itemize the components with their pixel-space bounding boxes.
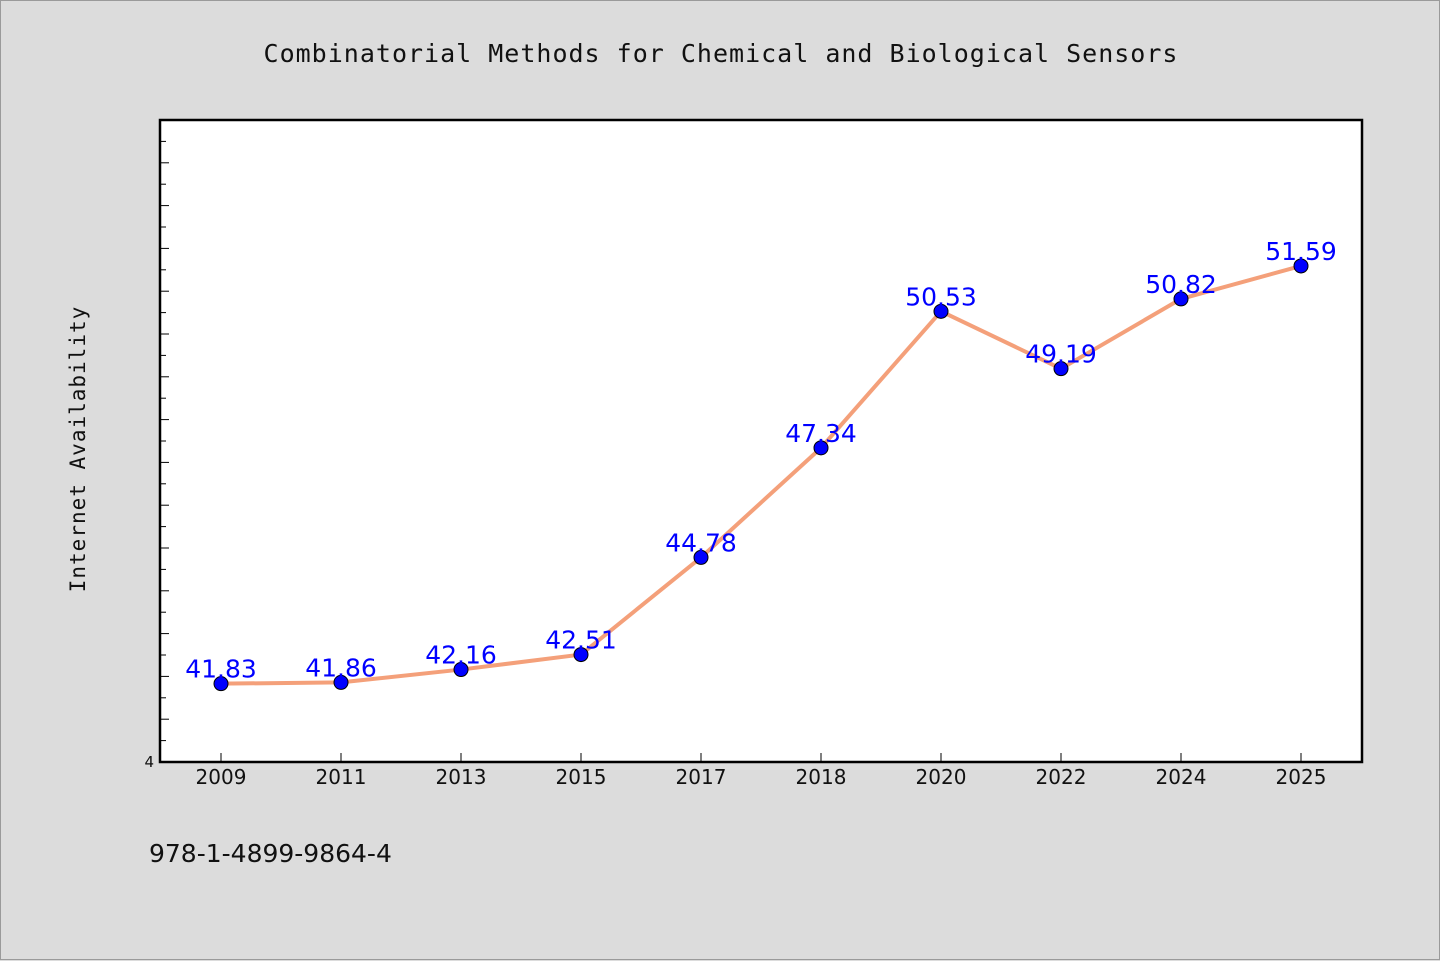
data-label: 50.53	[905, 282, 977, 311]
x-tick-label: 2025	[1276, 765, 1327, 789]
data-point	[1293, 258, 1309, 274]
x-tick-label: 2015	[556, 765, 607, 789]
x-tick-label: 2017	[676, 765, 727, 789]
data-labels: 41.83 41.86 42.16 42.51 44.78 47.34 50.53 49.19…	[185, 237, 1337, 684]
data-label: 47.34	[785, 419, 857, 448]
data-label: 50.82	[1145, 270, 1217, 299]
x-tick-label: 2024	[1156, 765, 1207, 789]
data-point	[1173, 291, 1189, 307]
x-tick-label: 2013	[436, 765, 487, 789]
data-point	[333, 674, 349, 690]
series-line	[219, 263, 1303, 686]
data-markers	[213, 258, 1309, 692]
data-label: 41.83	[185, 655, 257, 684]
x-tick-label: 2020	[916, 765, 967, 789]
data-point	[453, 662, 469, 678]
chart-title: Combinatorial Methods for Chemical and B…	[264, 39, 1179, 68]
x-tick-label: 2009	[196, 765, 247, 789]
y-tick-label: 4	[144, 753, 154, 771]
plot-area	[158, 118, 1364, 764]
data-point	[573, 647, 589, 663]
y-axis-ticks	[160, 140, 169, 742]
data-label: 42.16	[425, 641, 497, 670]
data-point	[813, 440, 829, 456]
x-axis-tick-labels: 2009 2011 2013 2015 2017 2018 2020 2022 2024 2025	[196, 765, 1327, 789]
data-label: 49.19	[1025, 340, 1097, 369]
data-label: 44.78	[665, 528, 737, 557]
data-point	[693, 549, 709, 565]
x-tick-label: 2022	[1036, 765, 1087, 789]
y-axis-label: Internet Availability	[66, 306, 90, 593]
x-tick-label: 2011	[316, 765, 367, 789]
isbn-footer: 978-1-4899-9864-4	[149, 839, 392, 868]
data-label: 51.59	[1265, 237, 1337, 266]
x-axis-ticks	[220, 753, 1302, 762]
x-tick-label: 2018	[796, 765, 847, 789]
data-point	[1053, 361, 1069, 377]
data-label: 42.51	[545, 626, 617, 655]
data-label: 41.86	[305, 653, 377, 682]
data-point	[933, 303, 949, 319]
data-point	[213, 676, 229, 692]
